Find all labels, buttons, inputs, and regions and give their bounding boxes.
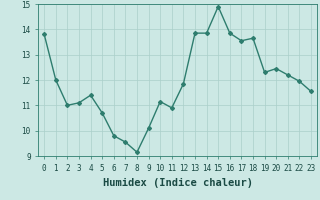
X-axis label: Humidex (Indice chaleur): Humidex (Indice chaleur) — [103, 178, 252, 188]
